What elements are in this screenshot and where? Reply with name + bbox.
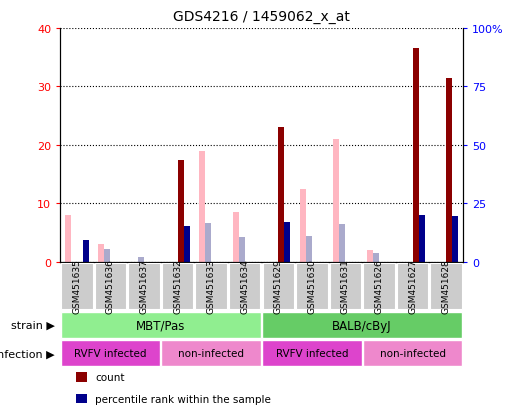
Text: GSM451630: GSM451630 <box>308 259 316 313</box>
Text: RVFV infected: RVFV infected <box>276 348 348 358</box>
Text: GSM451631: GSM451631 <box>341 259 350 313</box>
Text: GSM451629: GSM451629 <box>274 259 283 313</box>
Text: GSM451627: GSM451627 <box>408 259 417 313</box>
Bar <box>98 245 105 262</box>
Bar <box>300 189 306 262</box>
Text: infection ▶: infection ▶ <box>0 348 55 358</box>
Bar <box>418 216 425 262</box>
Bar <box>285 223 290 262</box>
Text: GSM451628: GSM451628 <box>441 259 451 313</box>
Text: GSM451632: GSM451632 <box>173 259 182 313</box>
Text: strain ▶: strain ▶ <box>11 320 55 330</box>
Bar <box>452 217 458 262</box>
Text: GDS4216 / 1459062_x_at: GDS4216 / 1459062_x_at <box>173 10 350 24</box>
Bar <box>83 240 89 262</box>
Text: non-infected: non-infected <box>380 348 446 358</box>
Bar <box>373 253 379 262</box>
Bar <box>333 140 339 262</box>
Text: GSM451636: GSM451636 <box>106 259 115 313</box>
Text: GSM451626: GSM451626 <box>374 259 383 313</box>
Bar <box>367 251 373 262</box>
Text: GSM451635: GSM451635 <box>72 259 82 313</box>
Text: MBT/Pas: MBT/Pas <box>136 319 186 332</box>
Bar <box>278 128 285 262</box>
Bar <box>178 160 184 262</box>
Bar <box>413 49 418 262</box>
Text: non-infected: non-infected <box>178 348 244 358</box>
Text: GSM451634: GSM451634 <box>240 259 249 313</box>
Text: GSM451633: GSM451633 <box>207 259 215 313</box>
Bar <box>65 216 71 262</box>
Bar <box>446 78 452 262</box>
Text: RVFV infected: RVFV infected <box>74 348 147 358</box>
Bar <box>138 258 144 262</box>
Text: count: count <box>95 372 124 382</box>
Bar <box>238 238 245 262</box>
Text: percentile rank within the sample: percentile rank within the sample <box>95 394 271 404</box>
Text: GSM451637: GSM451637 <box>140 259 149 313</box>
Bar <box>184 226 190 262</box>
Bar <box>199 152 205 262</box>
Bar <box>306 237 312 262</box>
Bar <box>339 225 345 262</box>
Bar <box>105 249 110 262</box>
Bar <box>205 224 211 262</box>
Bar <box>233 213 238 262</box>
Text: BALB/cByJ: BALB/cByJ <box>332 319 392 332</box>
